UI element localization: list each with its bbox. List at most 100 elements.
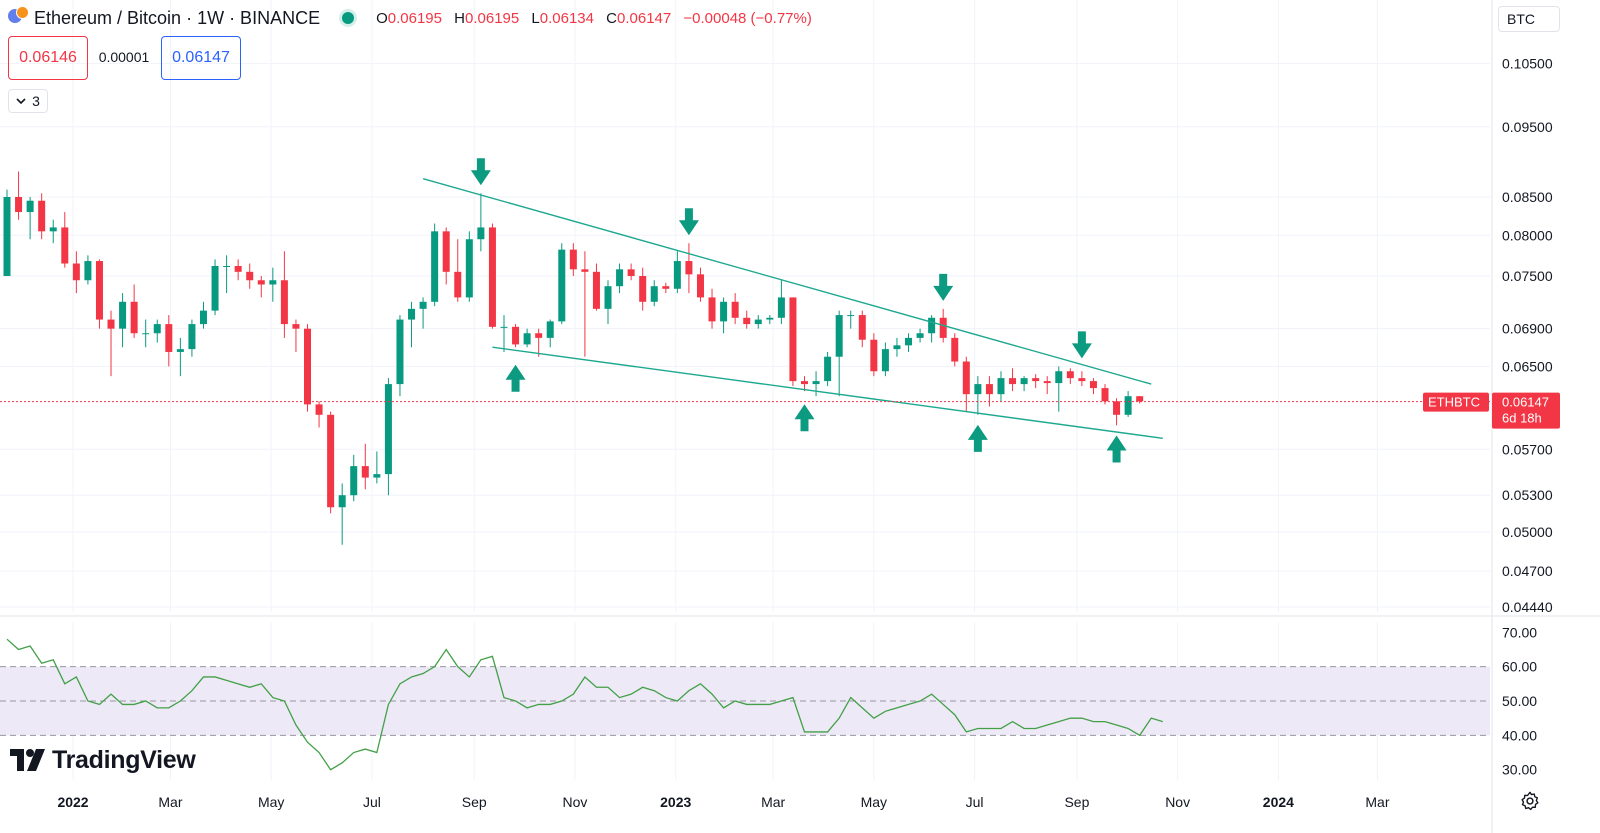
arrow-down-icon [933, 273, 954, 301]
candle [731, 293, 739, 325]
candle-body [881, 349, 889, 372]
candle-body [581, 269, 589, 272]
symbol-label-box [1423, 392, 1489, 412]
candle [38, 193, 46, 240]
candle-body [211, 265, 219, 311]
candle [685, 243, 693, 294]
candle-body [107, 319, 115, 329]
time-tick-label: 2023 [660, 794, 691, 810]
candle-body [708, 297, 716, 322]
candle-body [766, 317, 774, 320]
candle-body [188, 324, 196, 350]
gear-icon[interactable] [1519, 790, 1541, 812]
candle-body [3, 197, 11, 277]
candle-body [315, 404, 323, 415]
market-open-dot-icon [342, 12, 355, 24]
eth-btc-logo-icon [8, 6, 30, 29]
trendline-upper [422, 178, 1152, 385]
candle-body [396, 319, 404, 385]
arrow-up-icon [1106, 435, 1127, 463]
candle [916, 328, 924, 343]
arrow-down-icon [470, 158, 491, 186]
time-tick-label: Nov [563, 794, 588, 810]
candle [1032, 374, 1040, 389]
candle [1089, 378, 1097, 395]
candle [650, 280, 658, 307]
candle [743, 310, 751, 329]
candle [338, 483, 346, 545]
arrow-up-icon [967, 424, 988, 452]
rsi-tick-label: 70.00 [1502, 624, 1537, 640]
candle [812, 371, 820, 397]
candle-body [592, 271, 600, 309]
price-tick-label: 0.06500 [1502, 358, 1553, 374]
candle [951, 333, 959, 367]
candle [673, 251, 681, 294]
candle [592, 263, 600, 311]
candle-body [176, 349, 184, 352]
candle [26, 197, 34, 240]
high-label: H [454, 9, 465, 27]
candle [280, 251, 288, 338]
candle-body [15, 197, 23, 213]
trendline-lower [492, 346, 1163, 439]
change-value: −0.00048 (−0.77%) [683, 9, 812, 27]
currency-selector[interactable]: BTC [1498, 6, 1560, 32]
last-price-box [1492, 392, 1560, 429]
rsi-tick-label: 40.00 [1502, 727, 1537, 743]
candle [165, 315, 173, 367]
candle [257, 276, 265, 298]
candle [1113, 398, 1121, 426]
candle-body [269, 280, 277, 285]
candle [835, 310, 843, 397]
candle [72, 251, 80, 294]
time-tick-label: Mar [158, 794, 182, 810]
time-tick-label: Sep [1064, 794, 1089, 810]
candle-body [1066, 371, 1074, 379]
candle [223, 255, 231, 294]
symbol-label: ETHBTC [1428, 395, 1480, 410]
indicators-count: 3 [32, 93, 40, 109]
candle [1124, 391, 1132, 417]
price-tick-label: 0.05300 [1502, 487, 1553, 503]
candle-body [731, 301, 739, 318]
candle [1078, 371, 1086, 387]
candle-body [1043, 381, 1051, 384]
axes: 0.10500 0.09500 0.08500 0.08000 0.07500 0.069… [57, 56, 1552, 810]
candle [1055, 366, 1063, 412]
candle [361, 443, 369, 490]
candles [3, 171, 1144, 545]
candle [1101, 384, 1109, 405]
candle-body [905, 337, 913, 346]
sell-button[interactable]: 0.06146 [8, 36, 88, 80]
candle-body [246, 271, 254, 281]
candle-body [454, 271, 462, 298]
candle [546, 319, 554, 348]
candle-body [754, 319, 762, 325]
price-tick-label: 0.04440 [1502, 599, 1553, 615]
candle [893, 337, 901, 357]
candle-body [130, 301, 138, 334]
candle-body [627, 269, 635, 277]
candle-body [1113, 401, 1121, 415]
candle-body [858, 315, 866, 340]
candle-body [673, 261, 681, 289]
trendlines [0, 178, 1490, 439]
buy-button[interactable]: 0.06147 [161, 36, 241, 80]
candle [881, 342, 889, 377]
tradingview-logo-icon [10, 749, 45, 771]
candle-body [500, 326, 508, 328]
candle-body [1055, 371, 1063, 384]
indicators-toggle-button[interactable]: 3 [8, 89, 48, 113]
candle-body [338, 495, 346, 508]
time-tick-label: Nov [1165, 794, 1190, 810]
candle [396, 315, 404, 397]
candle-body [777, 297, 785, 318]
candle-body [569, 249, 577, 270]
candle-body [1101, 388, 1109, 402]
tradingview-branding: TradingView [10, 745, 196, 775]
symbol-title[interactable]: Ethereum / Bitcoin · 1W · BINANCE [34, 7, 321, 28]
candle-body [304, 328, 312, 405]
